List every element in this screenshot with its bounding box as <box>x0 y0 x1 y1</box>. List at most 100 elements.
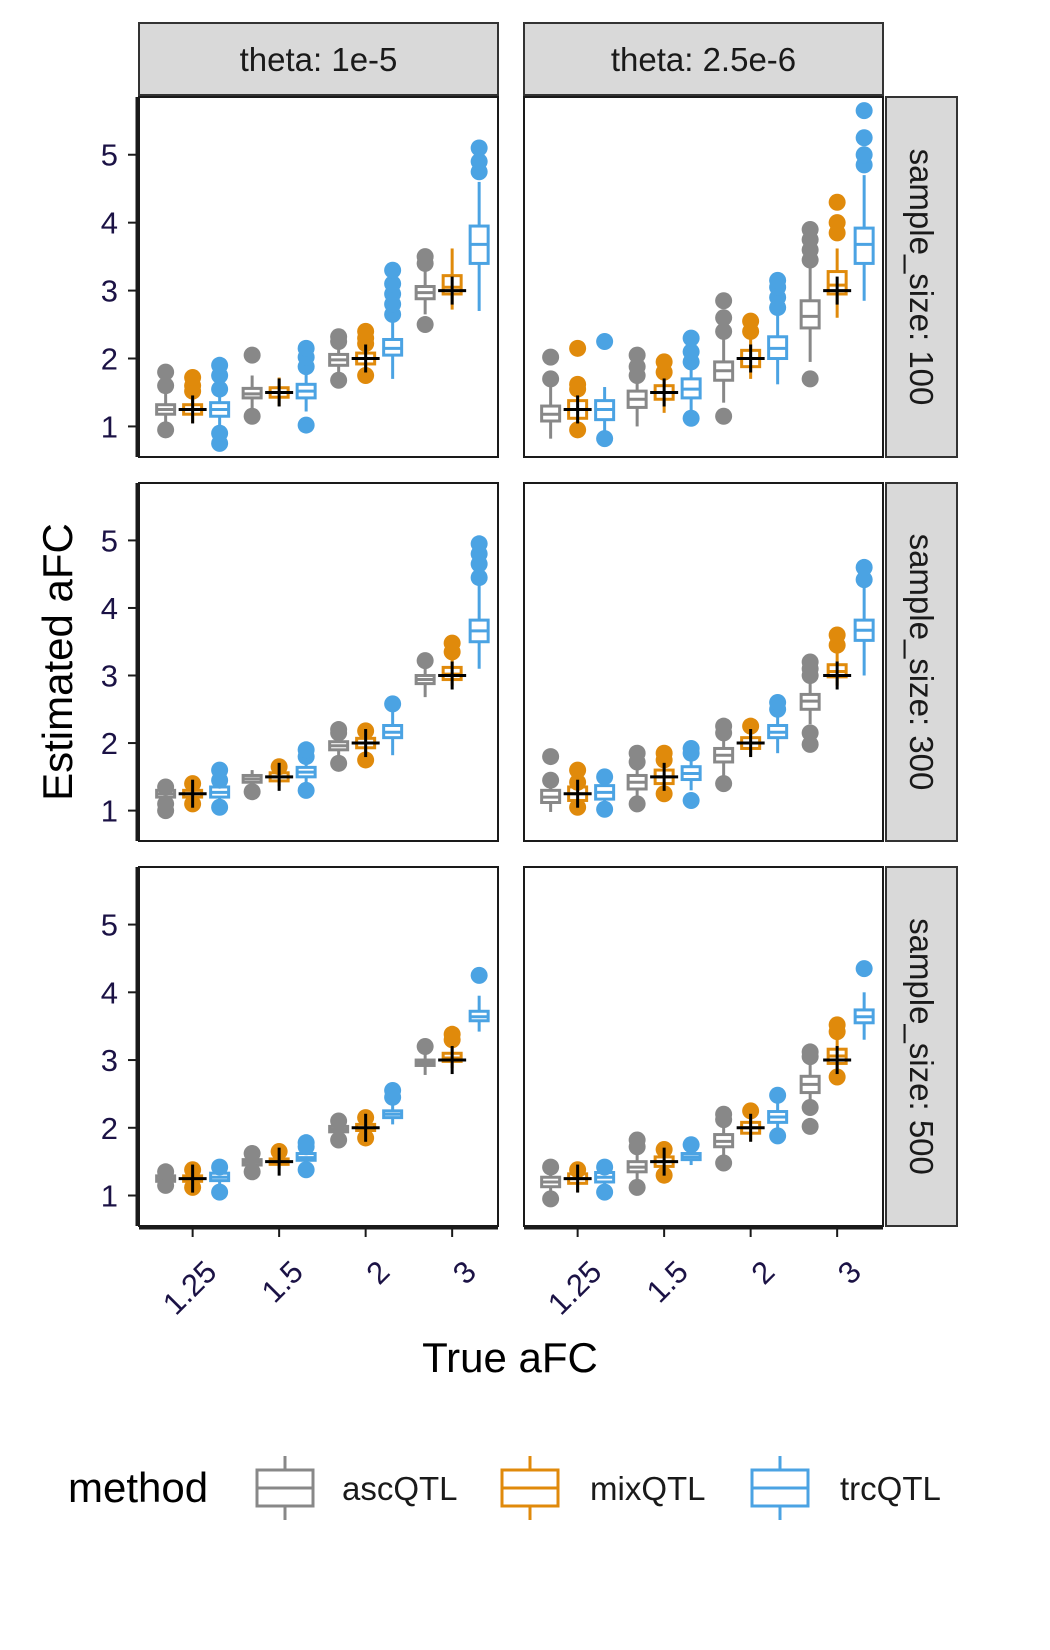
panel-r0-c0 <box>138 96 499 458</box>
outlier-point-r2-c1-2-trcQTL-1 <box>769 1086 787 1104</box>
outlier-point-r2-c1-3-trcQTL-0 <box>855 960 873 978</box>
outlier-point-r0-c0-3-ascQTL-2 <box>416 248 434 266</box>
outlier-point-r0-c0-1.5-ascQTL-0 <box>243 407 261 425</box>
outlier-point-r2-c1-2-mixQTL-0 <box>742 1102 760 1120</box>
outlier-point-r1-c1-3-ascQTL-4 <box>801 653 819 671</box>
outlier-point-r2-c1-1.5-ascQTL-0 <box>628 1178 646 1196</box>
outlier-point-r1-c1-1.25-trcQTL-1 <box>596 768 614 786</box>
facet-label-row-0: sample_size: 100 <box>903 149 940 406</box>
outlier-point-r1-c0-1.25-trcQTL-2 <box>211 761 229 779</box>
facet-strip-col-1 <box>523 22 884 96</box>
outlier-point-r0-c0-1.25-mixQTL-2 <box>184 369 202 387</box>
outlier-point-r0-c1-1.5-trcQTL-3 <box>682 329 700 347</box>
outlier-point-r1-c1-1.25-mixQTL-2 <box>569 761 587 779</box>
outlier-point-r2-c1-1.25-ascQTL-1 <box>542 1158 560 1176</box>
outlier-point-r0-c1-3-ascQTL-4 <box>801 220 819 238</box>
y-tick-label-row-0-2: 2 <box>101 342 118 377</box>
y-tick-label-row-1-1: 1 <box>101 794 118 829</box>
outlier-point-r0-c0-2-trcQTL-4 <box>384 261 402 279</box>
outlier-point-r0-c1-2-trcQTL-3 <box>769 271 787 289</box>
legend-label-trcQTL: trcQTL <box>840 1470 941 1507</box>
outlier-point-r0-c1-1.25-ascQTL-1 <box>542 348 560 366</box>
outlier-point-r1-c1-3-trcQTL-0 <box>855 571 873 589</box>
outlier-point-r2-c1-1.25-ascQTL-0 <box>542 1190 560 1208</box>
outlier-point-r0-c0-1.25-trcQTL-2 <box>211 380 229 398</box>
outlier-point-r1-c0-3-trcQTL-0 <box>470 569 488 587</box>
outlier-point-r2-c1-1.25-trcQTL-0 <box>596 1183 614 1201</box>
facet-strip-col-0 <box>138 22 499 96</box>
outlier-point-r0-c1-1.25-trcQTL-0 <box>596 430 614 448</box>
y-tick-label-row-2-2: 2 <box>101 1111 118 1146</box>
outlier-point-r1-c1-2-ascQTL-2 <box>715 717 733 735</box>
outlier-point-r0-c1-1.5-mixQTL-1 <box>655 353 673 371</box>
outlier-point-r1-c0-1.25-trcQTL-0 <box>211 798 229 816</box>
outlier-point-r2-c0-2-ascQTL-1 <box>330 1112 348 1130</box>
outlier-point-r2-c0-1.5-ascQTL-1 <box>243 1145 261 1163</box>
outlier-point-r0-c1-2-ascQTL-2 <box>715 309 733 327</box>
outlier-point-r0-c0-1.5-ascQTL-1 <box>243 346 261 364</box>
outlier-point-r0-c1-3-trcQTL-2 <box>855 129 873 147</box>
legend-label-ascQTL: ascQTL <box>342 1470 458 1507</box>
outlier-point-r0-c1-3-ascQTL-0 <box>801 370 819 388</box>
outlier-point-r0-c0-1.25-trcQTL-1 <box>211 424 229 442</box>
y-tick-label-row-1-4: 4 <box>101 591 118 626</box>
outlier-point-r1-c1-1.5-mixQTL-0 <box>655 785 673 803</box>
outlier-point-r2-c0-1.25-trcQTL-1 <box>211 1158 229 1176</box>
outlier-point-r2-c0-1.5-trcQTL-0 <box>297 1161 315 1179</box>
outlier-point-r1-c1-3-mixQTL-1 <box>828 626 846 644</box>
outlier-point-r0-c1-2-ascQTL-1 <box>715 322 733 340</box>
outlier-point-r0-c1-3-mixQTL-1 <box>828 214 846 232</box>
outlier-point-r0-c0-3-trcQTL-1 <box>470 153 488 171</box>
facet-strip-row-1 <box>885 482 958 842</box>
outlier-point-r2-c0-2-ascQTL-0 <box>330 1131 348 1149</box>
y-tick-label-row-1-2: 2 <box>101 726 118 761</box>
outlier-point-r1-c0-2-ascQTL-0 <box>330 754 348 772</box>
outlier-point-r2-c0-3-ascQTL-0 <box>416 1038 434 1055</box>
outlier-point-r2-c1-3-ascQTL-0 <box>801 1117 819 1135</box>
panel-r0-c1 <box>523 96 884 458</box>
outlier-point-r0-c0-1.25-ascQTL-1 <box>157 377 175 395</box>
outlier-point-r1-c1-3-trcQTL-1 <box>855 558 873 576</box>
y-axis-title: Estimated aFC <box>34 523 81 801</box>
outlier-point-r1-c0-1.5-ascQTL-0 <box>243 783 261 801</box>
outlier-point-r2-c0-1.25-trcQTL-0 <box>211 1183 229 1201</box>
y-tick-label-row-0-3: 3 <box>101 274 118 309</box>
outlier-point-r2-c0-1.5-trcQTL-2 <box>297 1134 315 1152</box>
x-tick-label-col-0-1.5: 1.5 <box>255 1254 310 1309</box>
outlier-point-r2-c1-3-mixQTL-0 <box>828 1068 846 1086</box>
x-tick-label-col-1-3: 3 <box>831 1254 868 1291</box>
outlier-point-r1-c0-1.5-trcQTL-0 <box>297 781 315 799</box>
y-tick-label-row-1-3: 3 <box>101 659 118 694</box>
outlier-point-r1-c1-1.25-ascQTL-0 <box>542 771 560 789</box>
facet-strip-row-0 <box>885 96 958 458</box>
legend-label-mixQTL: mixQTL <box>590 1470 706 1507</box>
x-tick-label-col-0-2: 2 <box>359 1254 396 1291</box>
facet-strip-row-2 <box>885 866 958 1227</box>
outlier-point-r0-c0-2-ascQTL-0 <box>330 371 348 389</box>
outlier-point-r2-c0-3-trcQTL-0 <box>470 966 488 984</box>
outlier-point-r0-c1-1.5-ascQTL-2 <box>628 346 646 364</box>
y-tick-label-row-2-4: 4 <box>101 975 118 1010</box>
outlier-point-r1-c1-1.5-trcQTL-0 <box>682 791 700 809</box>
outlier-point-r1-c0-2-ascQTL-2 <box>330 721 348 739</box>
x-tick-label-col-0-3: 3 <box>446 1254 483 1291</box>
outlier-point-r0-c1-1.25-mixQTL-2 <box>569 375 587 393</box>
y-tick-label-row-0-4: 4 <box>101 206 118 241</box>
outlier-point-r1-c0-1.25-ascQTL-1 <box>157 795 175 813</box>
outlier-point-r1-c1-2-mixQTL-0 <box>742 717 760 735</box>
outlier-point-r0-c0-2-mixQTL-0 <box>357 366 375 384</box>
x-axis-title: True aFC <box>422 1334 598 1381</box>
facet-label-row-2: sample_size: 500 <box>903 918 940 1175</box>
outlier-point-r1-c0-1.25-ascQTL-2 <box>157 778 175 796</box>
x-tick-label-col-0-1.25: 1.25 <box>156 1254 223 1321</box>
outlier-point-r1-c0-3-mixQTL-1 <box>443 634 461 652</box>
outlier-point-r2-c1-3-mixQTL-2 <box>828 1016 846 1034</box>
outlier-point-r1-c1-1.5-ascQTL-0 <box>628 795 646 813</box>
outlier-point-r1-c1-1.5-trcQTL-2 <box>682 739 700 757</box>
outlier-point-r0-c1-3-trcQTL-1 <box>855 146 873 164</box>
outlier-point-r0-c1-2-mixQTL-1 <box>742 312 760 330</box>
outlier-point-r0-c1-3-mixQTL-2 <box>828 193 846 211</box>
facet-label-row-1: sample_size: 300 <box>903 534 940 791</box>
y-tick-label-row-2-1: 1 <box>101 1179 118 1214</box>
outlier-point-r1-c1-1.25-trcQTL-0 <box>596 800 614 818</box>
